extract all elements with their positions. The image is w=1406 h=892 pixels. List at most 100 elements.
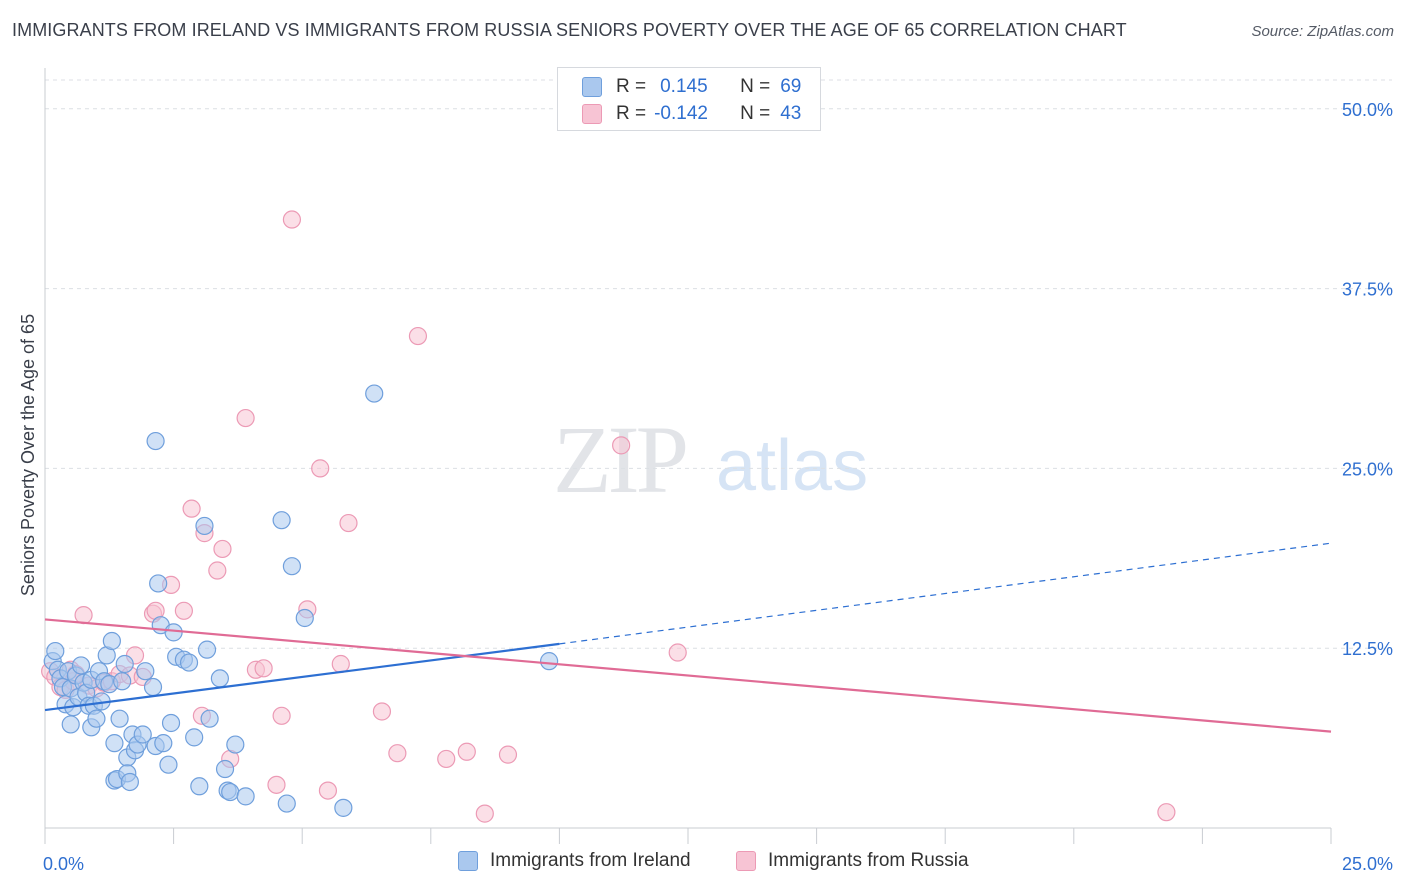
ireland-point — [164, 623, 183, 642]
chart-source: Source: ZipAtlas.com — [1251, 23, 1394, 40]
ireland-point — [540, 652, 559, 671]
russia-point — [208, 561, 227, 580]
ireland-point — [200, 709, 219, 728]
ireland-point — [190, 777, 209, 796]
ireland-point — [195, 516, 214, 536]
ireland-point — [87, 709, 106, 728]
ireland-point — [295, 608, 314, 628]
watermark-atlas: atlas — [716, 426, 868, 506]
y-tick-label: 50.0% — [1342, 100, 1393, 120]
x-tick-labels: 0.0% 25.0% — [43, 854, 1393, 874]
russia-point — [457, 742, 476, 761]
y-tick-label: 25.0% — [1342, 459, 1393, 479]
ireland-legend-label: Immigrants from Ireland — [490, 850, 691, 871]
russia-swatch — [582, 104, 602, 124]
russia-point — [318, 781, 338, 800]
ireland-point — [146, 431, 165, 451]
trend-lines — [44, 542, 1332, 733]
russia-point — [254, 659, 273, 678]
ireland-point — [105, 734, 124, 753]
correlation-legend: R = 0.145 N = 69 R = -0.142 N = 43 — [557, 67, 821, 131]
ireland-point — [71, 656, 91, 675]
ireland-point — [226, 735, 245, 754]
n-value: 43 — [780, 103, 802, 124]
ireland-point — [161, 713, 181, 733]
russia-point — [74, 606, 93, 625]
ireland-point — [61, 715, 80, 734]
n-value: 69 — [780, 76, 802, 97]
data-points — [41, 210, 1176, 823]
ireland-point — [102, 631, 121, 651]
ireland-point — [115, 654, 134, 674]
russia-point — [311, 459, 330, 478]
legend-item-russia: Immigrants from Russia — [736, 850, 969, 872]
y-tick-labels: 12.5% 25.0% 37.5% 50.0% — [1342, 100, 1393, 659]
watermark-zip: ZIP — [553, 406, 686, 513]
ireland-point — [282, 557, 302, 576]
ireland-swatch — [582, 77, 602, 97]
ireland-point — [159, 755, 178, 774]
y-tick-label: 12.5% — [1342, 639, 1393, 659]
russia-point — [388, 744, 407, 763]
ireland-point — [277, 794, 296, 813]
ireland-point — [143, 677, 163, 697]
russia-legend-label: Immigrants from Russia — [768, 850, 969, 871]
x-tick-label: 0.0% — [43, 854, 84, 874]
ireland-point — [46, 641, 65, 661]
ireland-point — [149, 574, 168, 593]
ireland-trend-line — [44, 642, 560, 712]
russia-point — [437, 749, 456, 769]
y-axis-label: Seniors Poverty Over the Age of 65 — [18, 314, 38, 596]
ireland-point — [113, 672, 132, 691]
ireland-legend-swatch — [458, 851, 478, 871]
russia-point — [267, 775, 286, 794]
russia-point — [612, 436, 631, 455]
ireland-point — [110, 709, 129, 728]
russia-point — [282, 210, 302, 229]
x-tick-label: 25.0% — [1342, 854, 1393, 874]
ireland-point — [185, 728, 204, 747]
ireland-point — [179, 653, 199, 672]
chart-title: IMMIGRANTS FROM IRELAND VS IMMIGRANTS FR… — [12, 20, 1127, 40]
r-label: R = — [616, 76, 647, 97]
russia-trend-line — [44, 618, 1332, 733]
r-value: -0.142 — [654, 103, 708, 124]
russia-point — [475, 804, 494, 823]
russia-legend-swatch — [736, 851, 756, 871]
russia-point — [272, 706, 291, 725]
ireland-point — [210, 669, 229, 688]
russia-point — [182, 499, 201, 518]
russia-point — [331, 654, 350, 674]
ireland-point — [120, 772, 139, 792]
r-value: 0.145 — [660, 76, 708, 97]
series-legend: Immigrants from Ireland Immigrants from … — [0, 850, 1406, 878]
legend-item-ireland: Immigrants from Ireland — [458, 850, 691, 872]
legend-row-ireland: R = 0.145 N = 69 — [582, 74, 801, 100]
n-label: N = — [740, 103, 771, 124]
ireland-point — [365, 384, 384, 403]
legend-row-russia: R = -0.142 N = 43 — [582, 101, 801, 127]
russia-point — [1157, 803, 1176, 822]
russia-point — [174, 601, 193, 620]
ireland-trend-extension — [559, 542, 1332, 645]
russia-point — [213, 539, 232, 559]
russia-point — [339, 513, 358, 533]
russia-point — [498, 745, 518, 764]
russia-point — [408, 326, 428, 346]
r-label: R = — [616, 103, 647, 124]
gridlines — [45, 79, 1392, 649]
y-tick-label: 37.5% — [1342, 280, 1393, 300]
russia-point — [372, 702, 392, 721]
russia-point — [236, 408, 255, 428]
ireland-point — [215, 759, 235, 779]
ireland-point — [154, 734, 173, 753]
ireland-point — [136, 662, 155, 681]
ireland-point — [236, 787, 255, 806]
ireland-point — [221, 782, 240, 802]
ireland-point — [334, 798, 353, 817]
ireland-point — [197, 640, 217, 659]
n-label: N = — [740, 76, 771, 97]
ireland-point — [272, 511, 291, 530]
x-ticks — [44, 828, 1332, 844]
